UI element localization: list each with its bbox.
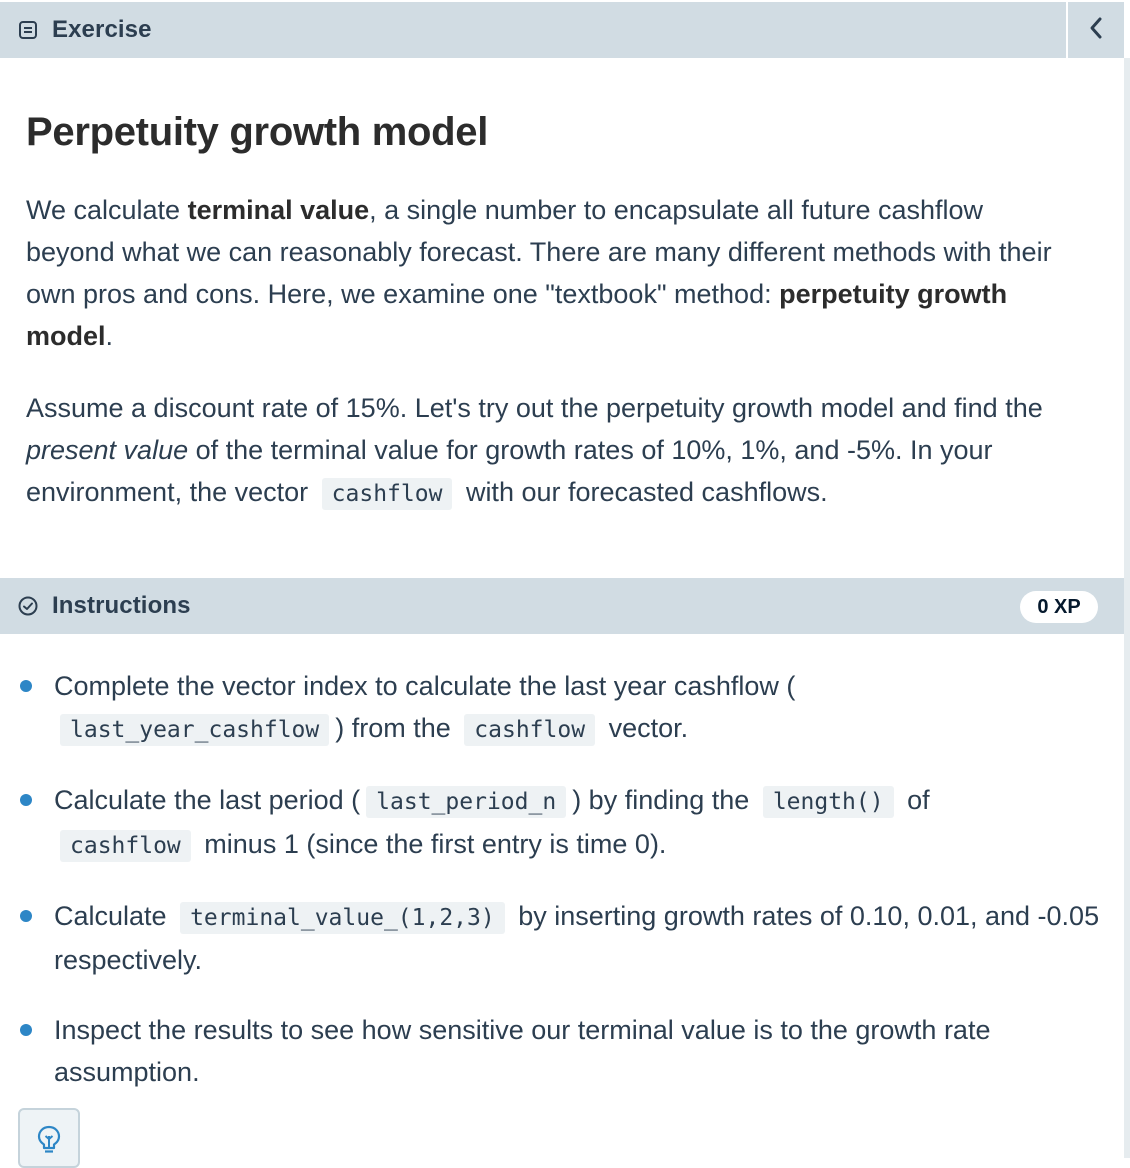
text: ) from the bbox=[335, 713, 451, 743]
text: Assume a discount rate of 15%. Let's try… bbox=[26, 393, 1043, 423]
exercise-description: We calculate terminal value, a single nu… bbox=[26, 189, 1076, 357]
hint-button[interactable] bbox=[18, 1108, 80, 1168]
exercise-header: Exercise bbox=[0, 2, 1124, 58]
instructions-list: Complete the vector index to calculate t… bbox=[0, 665, 1100, 1121]
inline-code: cashflow bbox=[321, 478, 453, 510]
inline-code: length() bbox=[762, 786, 894, 818]
panel-border bbox=[1124, 58, 1130, 1158]
list-item: Calculate the last period (last_period_n… bbox=[0, 779, 1100, 867]
xp-badge: 0 XP bbox=[1020, 591, 1098, 623]
exercise-header-label: Exercise bbox=[52, 16, 152, 43]
text: of the terminal value for growth rates o… bbox=[26, 435, 993, 507]
bold-term: perpetuity growth model bbox=[26, 279, 1008, 351]
exercise-assumption: Assume a discount rate of 15%. Let's try… bbox=[26, 387, 1076, 515]
inline-code: cashflow bbox=[464, 714, 596, 746]
inline-code: last_period_n bbox=[366, 786, 567, 818]
page-title: Perpetuity growth model bbox=[26, 110, 489, 154]
chevron-left-icon bbox=[1088, 16, 1104, 45]
text: Complete the vector index to calculate t… bbox=[54, 671, 796, 701]
text: We calculate bbox=[26, 195, 188, 225]
text: , a single number to encapsulate all fut… bbox=[26, 195, 1052, 309]
bold-term: terminal value bbox=[187, 195, 370, 225]
bullet bbox=[20, 910, 32, 922]
list-item: Inspect the results to see how sensitive… bbox=[0, 1009, 1100, 1093]
text: vector. bbox=[608, 713, 689, 743]
text: with our forecasted cashflows. bbox=[458, 477, 828, 507]
instructions-header-label: Instructions bbox=[52, 592, 191, 619]
text: of bbox=[907, 785, 930, 815]
list-item: Calculate terminal_value_(1,2,3) by inse… bbox=[0, 895, 1100, 981]
document-icon bbox=[18, 20, 38, 40]
text: by inserting growth rates of 0.10, 0.01,… bbox=[54, 901, 1100, 975]
bullet bbox=[20, 680, 32, 692]
inline-code: terminal_value_(1,2,3) bbox=[180, 902, 505, 934]
lightbulb-icon bbox=[36, 1124, 62, 1166]
text: minus 1 (since the first entry is time 0… bbox=[204, 829, 667, 859]
bullet bbox=[20, 794, 32, 806]
instructions-header: Instructions 0 XP bbox=[0, 578, 1124, 634]
text: Inspect the results to see how sensitive… bbox=[54, 1015, 991, 1087]
text: ) by finding the bbox=[572, 785, 750, 815]
italic-term: present value bbox=[26, 435, 189, 465]
inline-code: cashflow bbox=[60, 830, 191, 862]
text: Calculate the last period ( bbox=[54, 785, 361, 815]
list-item: Complete the vector index to calculate t… bbox=[0, 665, 1100, 751]
text: . bbox=[105, 321, 114, 351]
text: Calculate bbox=[54, 901, 167, 931]
inline-code: last_year_cashflow bbox=[60, 714, 330, 746]
collapse-button[interactable] bbox=[1066, 2, 1124, 58]
check-circle-icon bbox=[18, 596, 38, 616]
bullet bbox=[20, 1024, 32, 1036]
